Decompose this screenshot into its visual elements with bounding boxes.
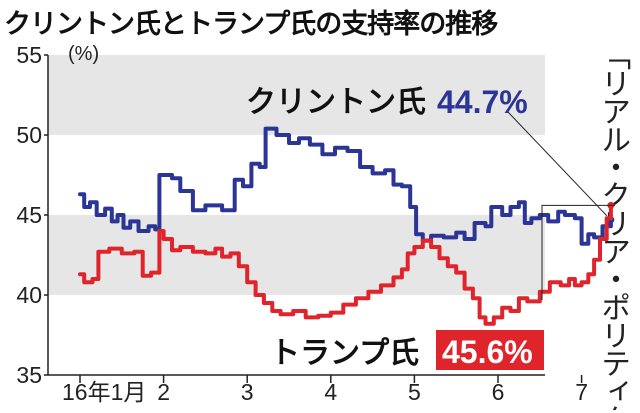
y-tick-label: 55 bbox=[16, 42, 42, 68]
clinton-final-value: 44.7% bbox=[437, 84, 528, 120]
y-tick-labels: 35 40 45 50 55 bbox=[16, 42, 42, 388]
x-tick-labels: 16年1月 2 3 4 5 6 7 bbox=[62, 379, 588, 405]
x-tick-label: 3 bbox=[241, 379, 254, 405]
clinton-leader-line bbox=[507, 111, 608, 217]
series-lines bbox=[78, 126, 615, 326]
trump-series-label: トランプ氏 bbox=[270, 336, 419, 371]
chart-title: クリントン氏とトランプ氏の支持率の推移 bbox=[4, 9, 498, 40]
y-tick-label: 45 bbox=[16, 202, 42, 228]
x-tick-label: 2 bbox=[157, 379, 170, 405]
y-tick-label: 40 bbox=[16, 282, 42, 308]
leader-lines bbox=[507, 111, 615, 300]
unit-label: (%) bbox=[68, 43, 99, 65]
axes bbox=[44, 54, 583, 383]
x-tick-label: 4 bbox=[324, 379, 337, 405]
y-tick-label: 50 bbox=[16, 122, 42, 148]
clinton-line bbox=[78, 126, 613, 246]
grid-band bbox=[48, 55, 545, 135]
trump-value-box bbox=[436, 330, 544, 370]
x-tick-label: 6 bbox=[492, 379, 505, 405]
trump-final-value: 45.6% bbox=[442, 334, 533, 370]
y-tick-label: 35 bbox=[16, 362, 42, 388]
clinton-series-label: クリントン氏 bbox=[246, 85, 426, 120]
x-tick-label: 16年1月 bbox=[62, 379, 146, 405]
x-tick-label: 5 bbox=[408, 379, 421, 405]
trump-line bbox=[78, 203, 613, 326]
x-tick-label: 7 bbox=[575, 379, 588, 405]
trump-leader-line bbox=[541, 204, 615, 300]
